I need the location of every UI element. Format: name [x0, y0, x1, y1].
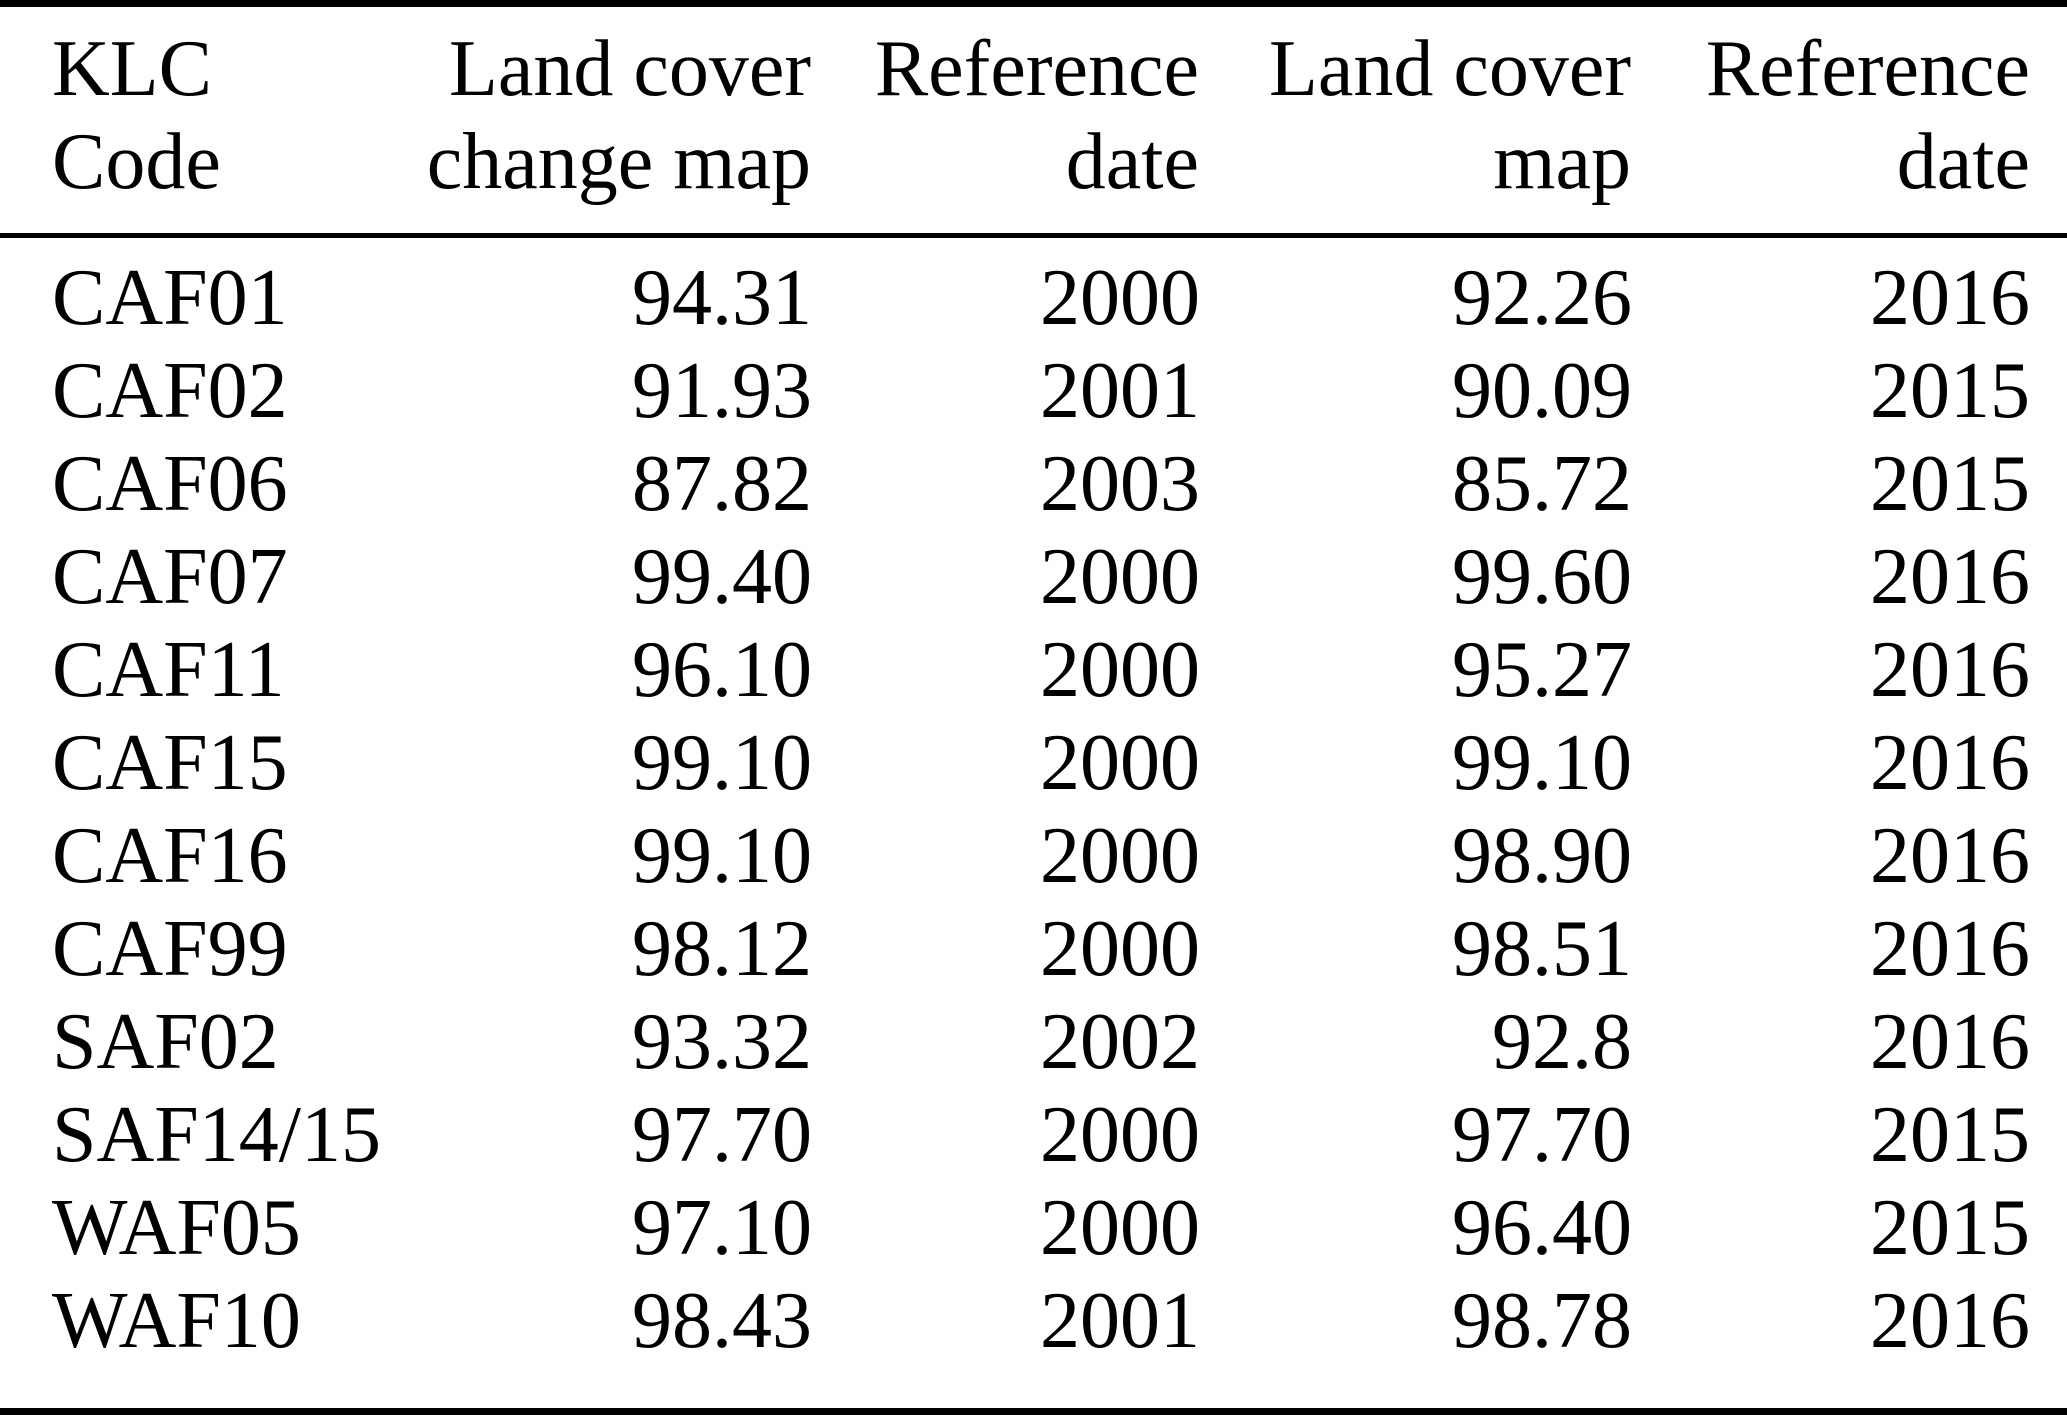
table-row: WAF05 97.10 2000 96.40 2015 — [0, 1182, 2067, 1275]
header-reference-date-2: Reference date — [1632, 3, 2067, 238]
table-cell: 2015 — [1870, 1184, 2030, 1272]
table-cell: 2000 — [1040, 1091, 1200, 1179]
table-cell: 96.10 — [632, 626, 812, 714]
table-cell: 2015 — [1870, 347, 2030, 435]
table-cell: 2001 — [1040, 1277, 1200, 1365]
header-land-cover-change-map: Land cover change map — [400, 3, 812, 238]
header-line: Land cover — [1268, 25, 1631, 113]
header-line: Reference — [874, 25, 1199, 113]
header-line: Code — [52, 118, 221, 206]
table-row: CAF15 99.10 2000 99.10 2016 — [0, 717, 2067, 810]
table-cell: 87.82 — [632, 440, 812, 528]
table-cell: WAF10 — [52, 1277, 301, 1365]
table-row: CAF07 99.40 2000 99.60 2016 — [0, 531, 2067, 624]
table-row: CAF01 94.31 2000 92.26 2016 — [0, 236, 2067, 346]
table-cell: 99.60 — [1452, 533, 1632, 621]
table-cell: 94.31 — [632, 254, 812, 342]
table-cell: WAF05 — [52, 1184, 301, 1272]
table-cell: 2003 — [1040, 440, 1200, 528]
header-line: map — [1493, 118, 1631, 206]
table-cell: CAF07 — [52, 533, 288, 621]
table-cell: 2000 — [1040, 626, 1200, 714]
header-line: date — [1896, 118, 2030, 206]
table-cell: 2016 — [1870, 1277, 2030, 1365]
table-header: KLC Code Land cover change map Reference… — [0, 3, 2067, 238]
header-reference-date-1: Reference date — [812, 3, 1200, 238]
table-cell: 93.32 — [632, 998, 812, 1086]
table-cell: 99.10 — [1452, 719, 1632, 807]
header-klc-code: KLC Code — [0, 3, 400, 238]
header-line: KLC — [52, 25, 212, 113]
table-cell: CAF16 — [52, 812, 288, 900]
table-cell: 99.40 — [632, 533, 812, 621]
header-land-cover-map: Land cover map — [1200, 3, 1632, 238]
table-cell: CAF06 — [52, 440, 288, 528]
table-cell: 98.12 — [632, 905, 812, 993]
table-cell: CAF01 — [52, 254, 288, 342]
table-cell: SAF02 — [52, 998, 279, 1086]
table-cell: 2000 — [1040, 254, 1200, 342]
table-cell: 2016 — [1870, 812, 2030, 900]
table-cell: 2015 — [1870, 1091, 2030, 1179]
header-line: date — [1065, 118, 1199, 206]
table-cell: 2002 — [1040, 998, 1200, 1086]
table-row: SAF02 93.32 2002 92.8 2016 — [0, 996, 2067, 1089]
table-cell: 98.90 — [1452, 812, 1632, 900]
table-row: WAF10 98.43 2001 98.78 2016 — [0, 1275, 2067, 1412]
table-cell: 97.70 — [1452, 1091, 1632, 1179]
table-cell: CAF02 — [52, 347, 288, 435]
table-cell: 2016 — [1870, 905, 2030, 993]
header-row: KLC Code Land cover change map Reference… — [0, 3, 2067, 238]
table-cell: 2000 — [1040, 533, 1200, 621]
table-cell: 2015 — [1870, 440, 2030, 528]
table-cell: 95.27 — [1452, 626, 1632, 714]
table-row: CAF99 98.12 2000 98.51 2016 — [0, 903, 2067, 996]
header-line: Reference — [1705, 25, 2030, 113]
table-row: CAF06 87.82 2003 85.72 2015 — [0, 438, 2067, 531]
table-cell: 90.09 — [1452, 347, 1632, 435]
table-cell: 98.51 — [1452, 905, 1632, 993]
table-row: CAF11 96.10 2000 95.27 2016 — [0, 624, 2067, 717]
table-cell: 91.93 — [632, 347, 812, 435]
table-cell: 2001 — [1040, 347, 1200, 435]
table-cell: 2000 — [1040, 905, 1200, 993]
table-cell: 2016 — [1870, 254, 2030, 342]
table-cell: 99.10 — [632, 719, 812, 807]
table-cell: 2016 — [1870, 998, 2030, 1086]
table-cell: CAF11 — [52, 626, 285, 714]
table-cell: 92.8 — [1492, 998, 1632, 1086]
table-body: CAF01 94.31 2000 92.26 2016 CAF02 91.93 2001 90.… — [0, 236, 2067, 1412]
table-cell: 98.43 — [632, 1277, 812, 1365]
table-cell: 2016 — [1870, 719, 2030, 807]
header-line: change map — [426, 118, 811, 206]
table-cell: 2016 — [1870, 533, 2030, 621]
table-row: CAF02 91.93 2001 90.09 2015 — [0, 345, 2067, 438]
table-cell: 98.78 — [1452, 1277, 1632, 1365]
table-cell: CAF15 — [52, 719, 288, 807]
table-cell: SAF14/15 — [52, 1091, 381, 1179]
table-row: SAF14/15 97.70 2000 97.70 2015 — [0, 1089, 2067, 1182]
table-cell: 97.70 — [632, 1091, 812, 1179]
table-cell: 2016 — [1870, 626, 2030, 714]
table-row: CAF16 99.10 2000 98.90 2016 — [0, 810, 2067, 903]
table-cell: 96.40 — [1452, 1184, 1632, 1272]
header-line: Land cover — [448, 25, 811, 113]
table-cell: 2000 — [1040, 1184, 1200, 1272]
table-cell: 99.10 — [632, 812, 812, 900]
table-cell: CAF99 — [52, 905, 288, 993]
table-cell: 2000 — [1040, 719, 1200, 807]
table-cell: 97.10 — [632, 1184, 812, 1272]
table-cell: 2000 — [1040, 812, 1200, 900]
table-cell: 85.72 — [1452, 440, 1632, 528]
table-cell: 92.26 — [1452, 254, 1632, 342]
